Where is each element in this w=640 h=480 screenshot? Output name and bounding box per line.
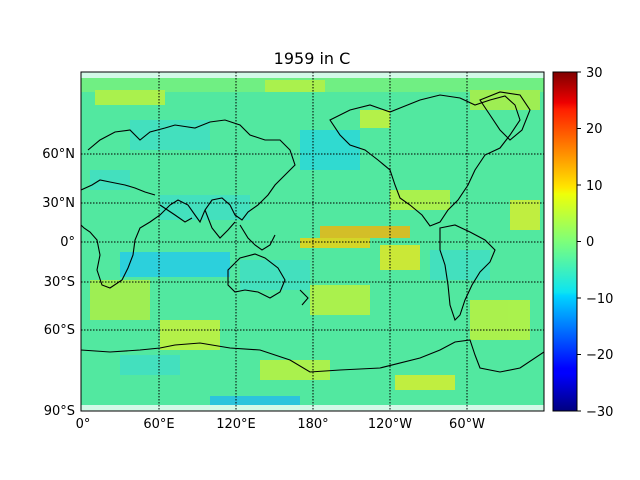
antarctica-coast (81, 339, 544, 373)
map-area (81, 72, 544, 411)
africa-europe-coast (81, 119, 296, 289)
coastlines (81, 91, 544, 373)
colorbar-tick-label: −30 (586, 405, 613, 420)
gridlines (81, 72, 544, 411)
mediterranean-coast (81, 179, 156, 196)
lat-label: 60°S (44, 323, 75, 338)
lon-label: 0° (76, 417, 91, 432)
colorbar-tick-label: −10 (586, 292, 613, 307)
lon-label: 180° (297, 417, 328, 432)
colorbar-tick-label: 20 (586, 122, 603, 137)
colorbar-tick-label: 10 (586, 179, 603, 194)
australia-coast (227, 253, 286, 299)
chart-title: 1959 in C (274, 49, 351, 68)
latitude-labels: 60°N 30°N 0° 30°S 60°S 90°S (42, 147, 75, 419)
colorbar-ticks (577, 71, 581, 412)
north-america-coast (329, 94, 521, 227)
lat-label: 30°N (42, 196, 75, 211)
colorbar-tick-label: −20 (586, 348, 613, 363)
colorbar-tick-label: 30 (586, 66, 603, 81)
map-frame (80, 71, 545, 412)
colorbar: 30 20 10 0 −10 −20 −30 (552, 66, 613, 420)
longitude-labels: 0° 60°E 120°E 180° 120°W 60°W (76, 417, 485, 432)
lat-label: 60°N (42, 147, 75, 162)
lat-label: 30°S (44, 275, 75, 290)
new-zealand-coast (299, 289, 309, 306)
lon-label: 120°W (368, 417, 412, 432)
greenland-coast (479, 91, 531, 141)
lon-label: 60°E (143, 417, 174, 432)
asia-coast (159, 204, 276, 251)
lat-label: 0° (60, 235, 75, 250)
lat-label: 90°S (44, 404, 75, 419)
colorbar-gradient (552, 71, 578, 412)
colorbar-tick-label: 0 (586, 235, 594, 250)
colorbar-tick-labels: 30 20 10 0 −10 −20 −30 (586, 66, 613, 420)
lon-label: 60°W (449, 417, 485, 432)
temperature-anomaly-patches (81, 72, 544, 411)
lon-label: 120°E (216, 417, 256, 432)
south-america-coast (439, 224, 496, 322)
